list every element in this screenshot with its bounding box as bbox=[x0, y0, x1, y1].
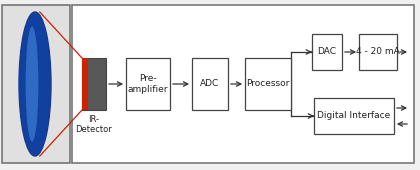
Bar bbox=[72, 5, 414, 163]
Bar bbox=[2, 5, 70, 163]
Text: Pre-
amplifier: Pre- amplifier bbox=[128, 74, 168, 94]
Bar bbox=[126, 58, 170, 110]
Bar bbox=[359, 34, 397, 70]
Bar bbox=[192, 58, 228, 110]
Bar bbox=[314, 98, 394, 134]
Text: 4 - 20 mA: 4 - 20 mA bbox=[356, 47, 400, 56]
Bar bbox=[312, 34, 342, 70]
Bar bbox=[82, 58, 88, 110]
Text: DAC: DAC bbox=[318, 47, 336, 56]
Ellipse shape bbox=[19, 12, 51, 156]
Text: IR-
Detector: IR- Detector bbox=[76, 115, 113, 134]
Text: ADC: ADC bbox=[200, 80, 220, 89]
Ellipse shape bbox=[26, 26, 38, 142]
Bar bbox=[82, 58, 106, 110]
Bar bbox=[245, 58, 291, 110]
Text: Processor: Processor bbox=[246, 80, 290, 89]
Text: Digital Interface: Digital Interface bbox=[318, 112, 391, 121]
